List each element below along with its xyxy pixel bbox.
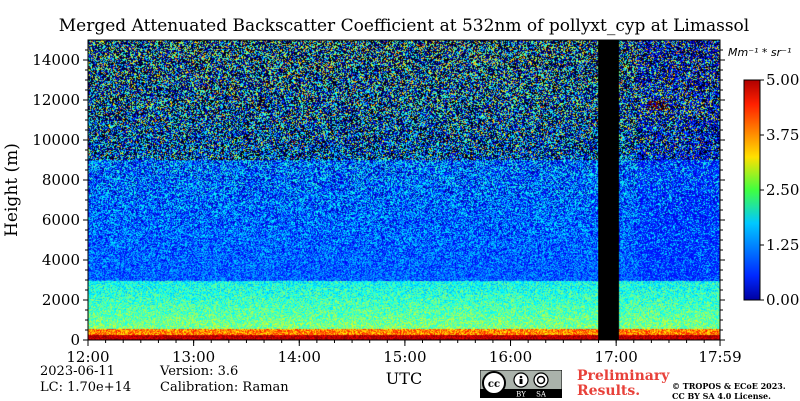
sa-text: SA bbox=[536, 391, 547, 399]
cc-license-badge: cc BY SA bbox=[480, 370, 562, 398]
x-tick-label: 17:59 bbox=[698, 348, 741, 366]
x-tick-label: 15:00 bbox=[383, 348, 426, 366]
colorbar-tick-label: 0.00 bbox=[766, 291, 799, 309]
copyright-line1: © TROPOS & ECoE 2023. bbox=[672, 381, 786, 391]
x-tick-label: 17:00 bbox=[595, 348, 638, 366]
backscatter-heatmap bbox=[88, 40, 720, 340]
sa-icon bbox=[533, 372, 549, 388]
preliminary-notice: Preliminary Results. bbox=[577, 369, 669, 399]
y-tick-label: 10000 bbox=[32, 131, 80, 149]
by-text: BY bbox=[516, 391, 526, 399]
colorbar bbox=[743, 79, 761, 301]
y-tick-label: 6000 bbox=[42, 211, 80, 229]
x-tick-label: 13:00 bbox=[172, 348, 215, 366]
preliminary-line2: Results. bbox=[577, 383, 641, 399]
colorbar-tick-label: 2.50 bbox=[766, 181, 799, 199]
cc-text: cc bbox=[488, 379, 500, 390]
colorbar-tick-label: 5.00 bbox=[766, 71, 799, 89]
calibration-label: Calibration: Raman bbox=[160, 380, 289, 395]
copyright-notice: © TROPOS & ECoE 2023. CC BY SA 4.0 Licen… bbox=[672, 381, 786, 401]
y-tick-label: 12000 bbox=[32, 91, 80, 109]
y-tick-label: 8000 bbox=[42, 171, 80, 189]
y-tick-label: 4000 bbox=[42, 251, 80, 269]
preliminary-line1: Preliminary bbox=[577, 368, 670, 384]
colorbar-tick-label: 1.25 bbox=[766, 236, 799, 254]
colorbar-tick-label: 3.75 bbox=[766, 126, 799, 144]
x-tick-label: 14:00 bbox=[278, 348, 321, 366]
x-tick-label: 16:00 bbox=[489, 348, 532, 366]
lc-label: LC: 1.70e+14 bbox=[40, 380, 132, 395]
y-tick-label: 0 bbox=[70, 331, 80, 349]
y-tick-label: 2000 bbox=[42, 291, 80, 309]
no-data-gap bbox=[598, 40, 619, 340]
x-axis-label: UTC bbox=[385, 369, 423, 388]
colorbar-unit-label: Mm⁻¹ * sr⁻¹ bbox=[728, 46, 792, 59]
chart-title: Merged Attenuated Backscatter Coefficien… bbox=[58, 16, 750, 36]
version-label: Version: 3.6 bbox=[160, 364, 239, 379]
cc-icon bbox=[482, 371, 506, 395]
date-label: 2023-06-11 bbox=[40, 364, 115, 379]
copyright-line2: CC BY SA 4.0 License. bbox=[672, 391, 771, 401]
x-tick-label: 12:00 bbox=[66, 348, 109, 366]
y-tick-label: 14000 bbox=[32, 51, 80, 69]
